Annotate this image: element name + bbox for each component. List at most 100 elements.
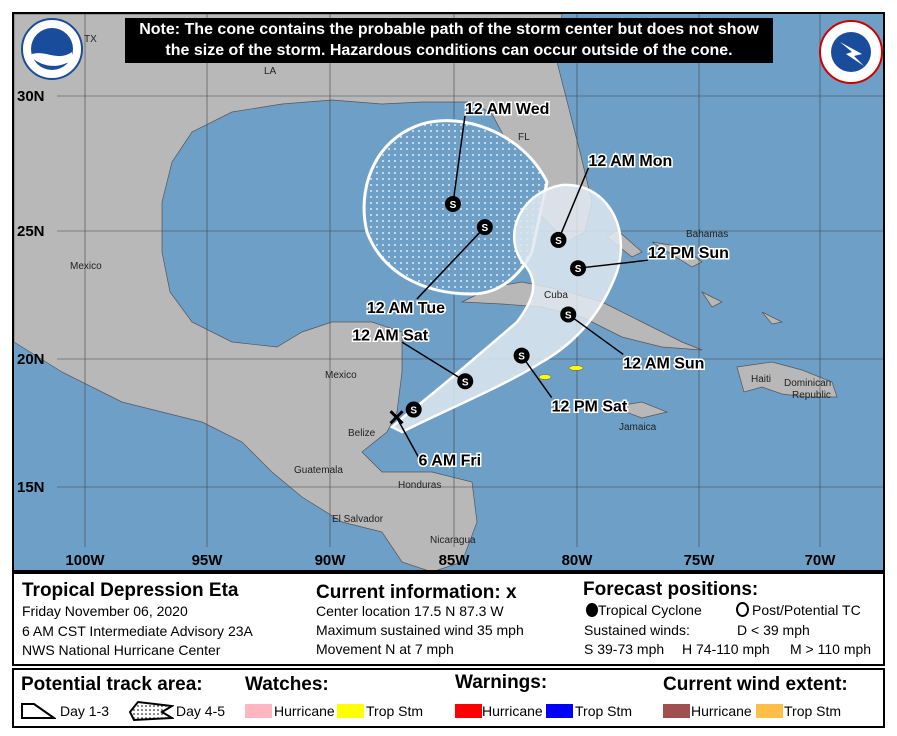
geo-label: Belize <box>348 428 376 439</box>
hurricane-watch-swatch <box>245 704 272 718</box>
lon-tick: 85W <box>439 552 471 569</box>
geo-label: Guatemala <box>294 465 343 476</box>
current-position-x-icon <box>389 410 404 425</box>
forecast-point-intensity: S <box>462 377 469 388</box>
ts-watch-label: Trop Stm <box>366 703 424 719</box>
warnings-title: Warnings: <box>455 672 548 693</box>
legend-post-potential-tc: Post/Potential TC <box>736 602 861 618</box>
current-info-title: Current information: x <box>316 582 517 604</box>
label-leader-line <box>557 167 590 241</box>
ts-wind-swatch <box>756 704 783 718</box>
forecast-point-marker <box>457 373 474 390</box>
forecast-time-label: 12 PM Sat <box>552 399 628 416</box>
day-1-3-label: Day 1-3 <box>60 703 110 719</box>
forecast-positions-title: Forecast positions: <box>583 579 759 600</box>
wind-extent-title: Current wind extent: <box>663 674 848 695</box>
wind-class-d: D < 39 mph <box>737 622 810 638</box>
advisory-date: Friday November 06, 2020 <box>22 603 188 619</box>
movement: Movement N at 7 mph <box>316 641 454 657</box>
forecast-point-marker <box>560 306 577 323</box>
geo-label: Haiti <box>751 374 771 385</box>
forecast-time-label: 12 AM Sat <box>352 327 429 344</box>
forecast-point-intensity: S <box>450 200 457 211</box>
ts-watch-swatch <box>337 704 364 718</box>
ptc-label: Post/Potential TC <box>752 602 861 618</box>
watches-title: Watches: <box>245 674 329 695</box>
hurricane-warning-label: Hurricane <box>482 703 543 719</box>
noaa-logo <box>21 18 83 80</box>
label-leader-line <box>416 226 486 300</box>
label-leader-line <box>577 259 649 269</box>
map-legend: Potential track area: Day 1-3 Day 4-5 Wa… <box>12 668 885 728</box>
day-4-5-cone-icon <box>128 700 174 722</box>
lon-tick: 90W <box>315 552 347 569</box>
forecast-time-label: 12 AM Sun <box>623 355 704 372</box>
legend-tropical-cyclone: Tropical Cyclone <box>586 602 702 618</box>
forecast-point-marker <box>550 231 567 248</box>
geo-label: Cuba <box>544 290 568 301</box>
ts-wind-label: Trop Stm <box>784 703 842 719</box>
center-location: Center location 17.5 N 87.3 W <box>316 603 504 619</box>
geo-label: Bahamas <box>686 229 728 240</box>
hurricane-watch-label: Hurricane <box>274 703 335 719</box>
ts-warning-label: Trop Stm <box>575 703 633 719</box>
note-line-1: Note: The cone contains the probable pat… <box>139 21 759 38</box>
lat-tick: 20N <box>17 351 45 368</box>
lat-tick: 30N <box>17 88 45 105</box>
geo-label: Mexico <box>325 370 357 381</box>
forecast-point-intensity: S <box>555 236 562 247</box>
issuing-center: NWS National Hurricane Center <box>22 642 221 658</box>
filled-circle-icon <box>586 603 598 617</box>
forecast-point-intensity: S <box>482 223 489 234</box>
geo-label: Jamaica <box>619 422 657 433</box>
forecast-point-marker <box>570 260 587 277</box>
hurricane-wind-swatch <box>663 704 690 718</box>
storm-name: Tropical Depression Eta <box>22 580 239 601</box>
day-1-3-cone-icon <box>21 703 56 719</box>
lon-tick: 95W <box>192 552 224 569</box>
cone-day-1-3 <box>389 183 623 434</box>
lon-tick: 75W <box>684 552 716 569</box>
forecast-time-label: 12 PM Sun <box>648 245 729 262</box>
current-info-label: Current information: <box>316 582 506 603</box>
geo-label: Honduras <box>398 480 441 491</box>
ts-warning-swatch <box>546 704 573 718</box>
max-wind: Maximum sustained wind 35 mph <box>316 622 524 638</box>
label-leader-line <box>567 313 624 356</box>
longitude-labels: 100W 95W 90W 85W 80W 75W 70W <box>65 552 836 569</box>
day-4-5-label: Day 4-5 <box>176 703 226 719</box>
label-leader-line <box>395 416 420 458</box>
lat-tick: 15N <box>17 479 45 496</box>
hurricane-warning-swatch <box>455 704 482 718</box>
forecast-point-intensity: S <box>410 406 417 417</box>
nws-logo <box>819 20 883 84</box>
forecast-point-intensity: S <box>575 264 582 275</box>
lon-tick: 70W <box>805 552 837 569</box>
current-time-label: 6 AM Fri <box>419 452 482 469</box>
forecast-time-label: 12 AM Wed <box>465 101 549 118</box>
hispaniola <box>736 361 838 398</box>
wind-class-h: H 74-110 mph <box>682 641 770 657</box>
lon-tick: 100W <box>65 552 105 569</box>
forecast-time-label: 12 AM Tue <box>367 300 445 317</box>
map-canvas: 12 AM Sat 12 PM Sat 12 AM Sun 12 PM Sun 12 A… <box>14 14 883 570</box>
lon-tick: 80W <box>562 552 594 569</box>
lat-tick: 25N <box>17 223 45 240</box>
geo-label: LA <box>264 66 277 77</box>
advisory-number: 6 AM CST Intermediate Advisory 23A <box>22 623 253 639</box>
geo-label: TX <box>84 34 97 45</box>
label-leader-line <box>401 341 466 382</box>
bahamas <box>606 229 784 325</box>
track-area-title: Potential track area: <box>21 674 203 695</box>
wind-class-s: S 39-73 mph <box>584 641 665 657</box>
tropical-storm-wind-extent <box>538 365 584 380</box>
forecast-track: 12 AM Sat 12 PM Sat 12 AM Sun 12 PM Sun 12 A… <box>351 99 731 470</box>
geographic-labels: TX LA FL Mexico Mexico Bahamas Cuba Beli… <box>70 34 831 546</box>
geo-label: Dominican <box>784 378 831 389</box>
label-leader-line <box>521 355 553 399</box>
forecast-point-intensity: S <box>565 310 572 321</box>
forecast-point-marker <box>513 347 530 364</box>
current-position-x-icon: x <box>506 582 517 603</box>
jamaica <box>610 401 669 419</box>
geo-label: Republic <box>792 390 831 401</box>
